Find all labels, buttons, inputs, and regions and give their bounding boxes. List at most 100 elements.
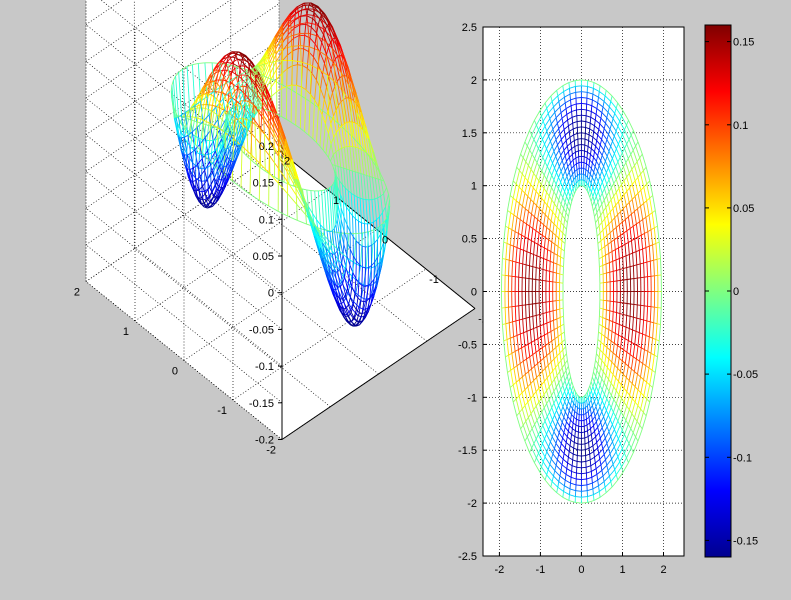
- mesh-segment: [198, 185, 203, 191]
- mesh-segment: [621, 243, 626, 247]
- mesh-segment: [344, 187, 347, 208]
- mesh-segment: [343, 147, 348, 170]
- mesh-segment: [604, 414, 609, 422]
- mesh-segment: [544, 125, 548, 132]
- mesh-segment: [184, 134, 189, 138]
- mesh-segment: [175, 76, 179, 117]
- mesh-segment: [624, 327, 627, 339]
- mesh-segment: [592, 82, 595, 89]
- mesh-segment: [621, 246, 624, 258]
- mesh-segment: [589, 122, 595, 127]
- mesh-segment: [571, 182, 574, 189]
- mesh-segment: [380, 193, 384, 197]
- mesh-segment: [560, 155, 563, 161]
- mesh-segment: [639, 412, 644, 426]
- mesh-segment: [257, 94, 264, 103]
- mesh-segment: [186, 162, 188, 171]
- mesh-segment: [325, 248, 329, 265]
- mesh-segment: [213, 178, 216, 185]
- mesh-segment: [547, 217, 552, 222]
- mesh-segment: [628, 240, 632, 243]
- mesh-segment: [596, 236, 599, 244]
- mesh-segment: [512, 183, 517, 199]
- mesh-segment: [535, 255, 538, 268]
- mesh-segment: [259, 128, 262, 145]
- mesh-segment: [513, 336, 516, 352]
- mesh-segment: [212, 139, 216, 141]
- mesh-segment: [228, 108, 232, 148]
- mesh-segment: [328, 68, 332, 78]
- mesh-segment: [380, 179, 385, 194]
- mesh-segment: [607, 464, 614, 471]
- mesh-segment: [519, 262, 523, 265]
- mesh-segment: [197, 158, 203, 165]
- mesh-segment: [608, 395, 612, 404]
- mesh-segment: [634, 180, 639, 194]
- mesh-segment: [595, 206, 598, 213]
- mesh-segment: [589, 451, 594, 455]
- mesh-segment: [324, 110, 329, 124]
- mesh-segment: [588, 445, 594, 449]
- surface-mesh-top-view: [501, 79, 662, 504]
- mesh-segment: [250, 153, 261, 164]
- mesh-segment: [564, 212, 567, 220]
- mesh-segment: [563, 453, 569, 458]
- mesh-segment: [554, 161, 558, 169]
- mesh-segment: [247, 157, 253, 162]
- mesh-segment: [605, 207, 608, 216]
- mesh-segment: [538, 452, 544, 463]
- mesh-segment: [601, 352, 604, 361]
- mesh-segment: [267, 101, 269, 112]
- mesh-segment: [246, 65, 257, 74]
- mesh-segment: [369, 283, 372, 299]
- mesh-segment: [352, 136, 360, 145]
- mesh-segment: [322, 149, 327, 155]
- mesh-segment: [233, 51, 237, 56]
- mesh-segment: [646, 367, 650, 383]
- mesh-segment: [347, 292, 354, 302]
- mesh-segment: [560, 325, 562, 335]
- mesh-segment: [345, 288, 348, 296]
- mesh-segment: [593, 421, 597, 426]
- mesh-segment: [260, 116, 263, 129]
- mesh-segment: [357, 266, 361, 282]
- mesh-segment: [589, 191, 592, 198]
- mesh-segment: [601, 204, 604, 212]
- mesh-segment: [529, 120, 535, 131]
- mesh-segment: [603, 128, 609, 135]
- mesh-segment: [349, 231, 354, 238]
- mesh-segment: [562, 458, 568, 464]
- mesh-segment: [192, 62, 199, 66]
- mesh-segment: [601, 166, 605, 172]
- mesh-segment: [581, 466, 587, 469]
- mesh-segment: [534, 340, 537, 353]
- mesh-segment: [587, 500, 595, 503]
- mesh-segment: [639, 219, 643, 223]
- mesh-segment: [319, 114, 323, 147]
- mesh-segment: [560, 197, 564, 205]
- mesh-segment: [291, 65, 293, 86]
- mesh-segment: [657, 340, 660, 357]
- mesh-segment: [306, 189, 309, 207]
- mesh-segment: [615, 107, 622, 117]
- mesh-segment: [551, 191, 555, 201]
- mesh-segment: [377, 179, 382, 197]
- mesh-segment: [525, 208, 529, 212]
- mesh-segment: [620, 336, 623, 348]
- mesh-segment: [268, 123, 275, 134]
- mesh-segment: [261, 106, 263, 117]
- mesh-segment: [539, 166, 543, 172]
- mesh-segment: [594, 114, 597, 121]
- mesh-segment: [215, 128, 218, 140]
- mesh-segment: [563, 145, 568, 151]
- mesh-segment: [557, 486, 564, 492]
- mesh-segment: [337, 47, 341, 59]
- mesh-segment: [567, 125, 570, 132]
- mesh-segment: [253, 104, 262, 117]
- mesh-segment: [634, 331, 637, 345]
- mesh-segment: [597, 475, 604, 481]
- mesh-segment: [270, 113, 280, 132]
- mesh-segment: [640, 276, 645, 279]
- mesh-segment: [348, 315, 352, 322]
- mesh-segment: [317, 64, 323, 75]
